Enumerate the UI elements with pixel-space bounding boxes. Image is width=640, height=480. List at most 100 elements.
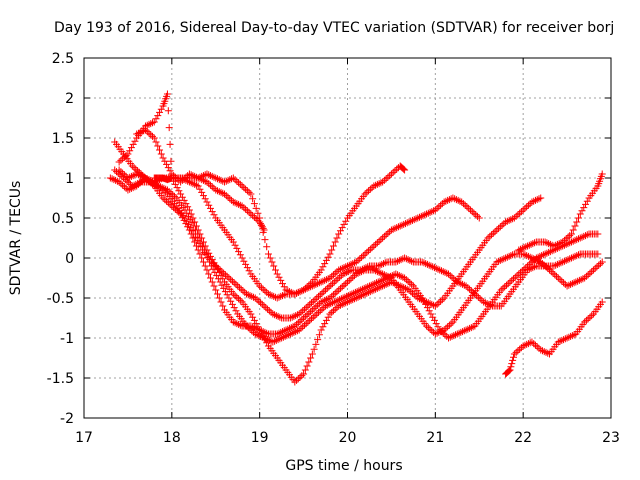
data-point [378, 260, 386, 268]
data-point [163, 186, 171, 194]
data-point [160, 184, 168, 192]
data-point [437, 328, 445, 336]
data-point [509, 356, 517, 364]
data-point [321, 296, 329, 304]
data-point [434, 265, 442, 273]
data-point [568, 280, 576, 288]
data-point [315, 279, 323, 287]
data-point [567, 238, 575, 246]
data-point [400, 220, 408, 228]
data-point [430, 264, 438, 272]
data-point [543, 239, 551, 247]
data-point [559, 258, 567, 266]
y-tick-label: -1 [60, 331, 74, 347]
data-point [271, 311, 279, 319]
data-point [421, 297, 429, 305]
data-point [497, 286, 505, 294]
data-point [296, 373, 304, 381]
data-point [203, 198, 211, 206]
data-point [395, 256, 403, 264]
data-point [387, 226, 395, 234]
data-point [208, 208, 216, 216]
data-point [324, 313, 332, 321]
data-point [326, 250, 334, 258]
data-point [359, 291, 367, 299]
data-point [233, 200, 241, 208]
data-point [521, 341, 529, 349]
data-point [234, 282, 242, 290]
data-point [171, 180, 179, 188]
data-point [212, 174, 220, 182]
data-point [386, 228, 394, 236]
data-point [383, 274, 391, 282]
data-point [579, 275, 587, 283]
data-point [263, 243, 271, 251]
data-point [224, 193, 232, 201]
data-point [153, 181, 161, 189]
data-point [500, 255, 508, 263]
data-point [178, 193, 186, 201]
data-point [546, 266, 554, 274]
data-point [287, 324, 295, 332]
data-point [348, 290, 356, 298]
data-point [243, 187, 251, 195]
data-point [136, 128, 144, 136]
data-point [426, 300, 434, 308]
data-point [573, 218, 581, 226]
data-point [598, 170, 606, 178]
data-point [447, 320, 455, 328]
data-point [542, 348, 550, 356]
data-point [295, 326, 303, 334]
data-point [547, 268, 555, 276]
data-point [372, 279, 380, 287]
data-point [232, 280, 240, 288]
data-point [341, 293, 349, 301]
data-point [375, 237, 383, 245]
data-point [376, 277, 384, 285]
data-point [245, 188, 253, 196]
data-point [235, 200, 243, 208]
data-point [460, 327, 468, 335]
data-point [277, 328, 285, 336]
data-point [370, 182, 378, 190]
data-point [527, 240, 535, 248]
data-point [503, 253, 511, 261]
data-point [333, 234, 341, 242]
data-point [159, 194, 167, 202]
data-point [298, 372, 306, 380]
data-point [208, 183, 216, 191]
data-point [319, 323, 327, 331]
data-point [353, 288, 361, 296]
data-point [256, 282, 264, 290]
data-point [238, 182, 246, 190]
data-point [307, 308, 315, 316]
data-point [538, 252, 546, 260]
data-point [510, 350, 518, 358]
data-point [569, 253, 577, 261]
data-point [205, 180, 213, 188]
data-point [184, 203, 192, 211]
data-point [424, 299, 432, 307]
data-point [468, 208, 476, 216]
data-point [437, 201, 445, 209]
data-point [370, 286, 378, 294]
data-point [235, 284, 243, 292]
data-point [576, 210, 584, 218]
data-point [246, 325, 254, 333]
data-point [165, 124, 173, 132]
data-point [328, 272, 336, 280]
data-point [303, 362, 311, 370]
data-point [178, 213, 186, 221]
data-point [566, 232, 574, 240]
data-point [156, 176, 164, 184]
data-point [159, 154, 167, 162]
data-point [284, 325, 292, 333]
data-point [370, 242, 378, 250]
data-point [538, 260, 546, 268]
data-point [227, 276, 235, 284]
data-point [225, 294, 233, 302]
data-point [391, 280, 399, 288]
data-point [341, 269, 349, 277]
data-point [495, 224, 503, 232]
data-point [328, 308, 336, 316]
